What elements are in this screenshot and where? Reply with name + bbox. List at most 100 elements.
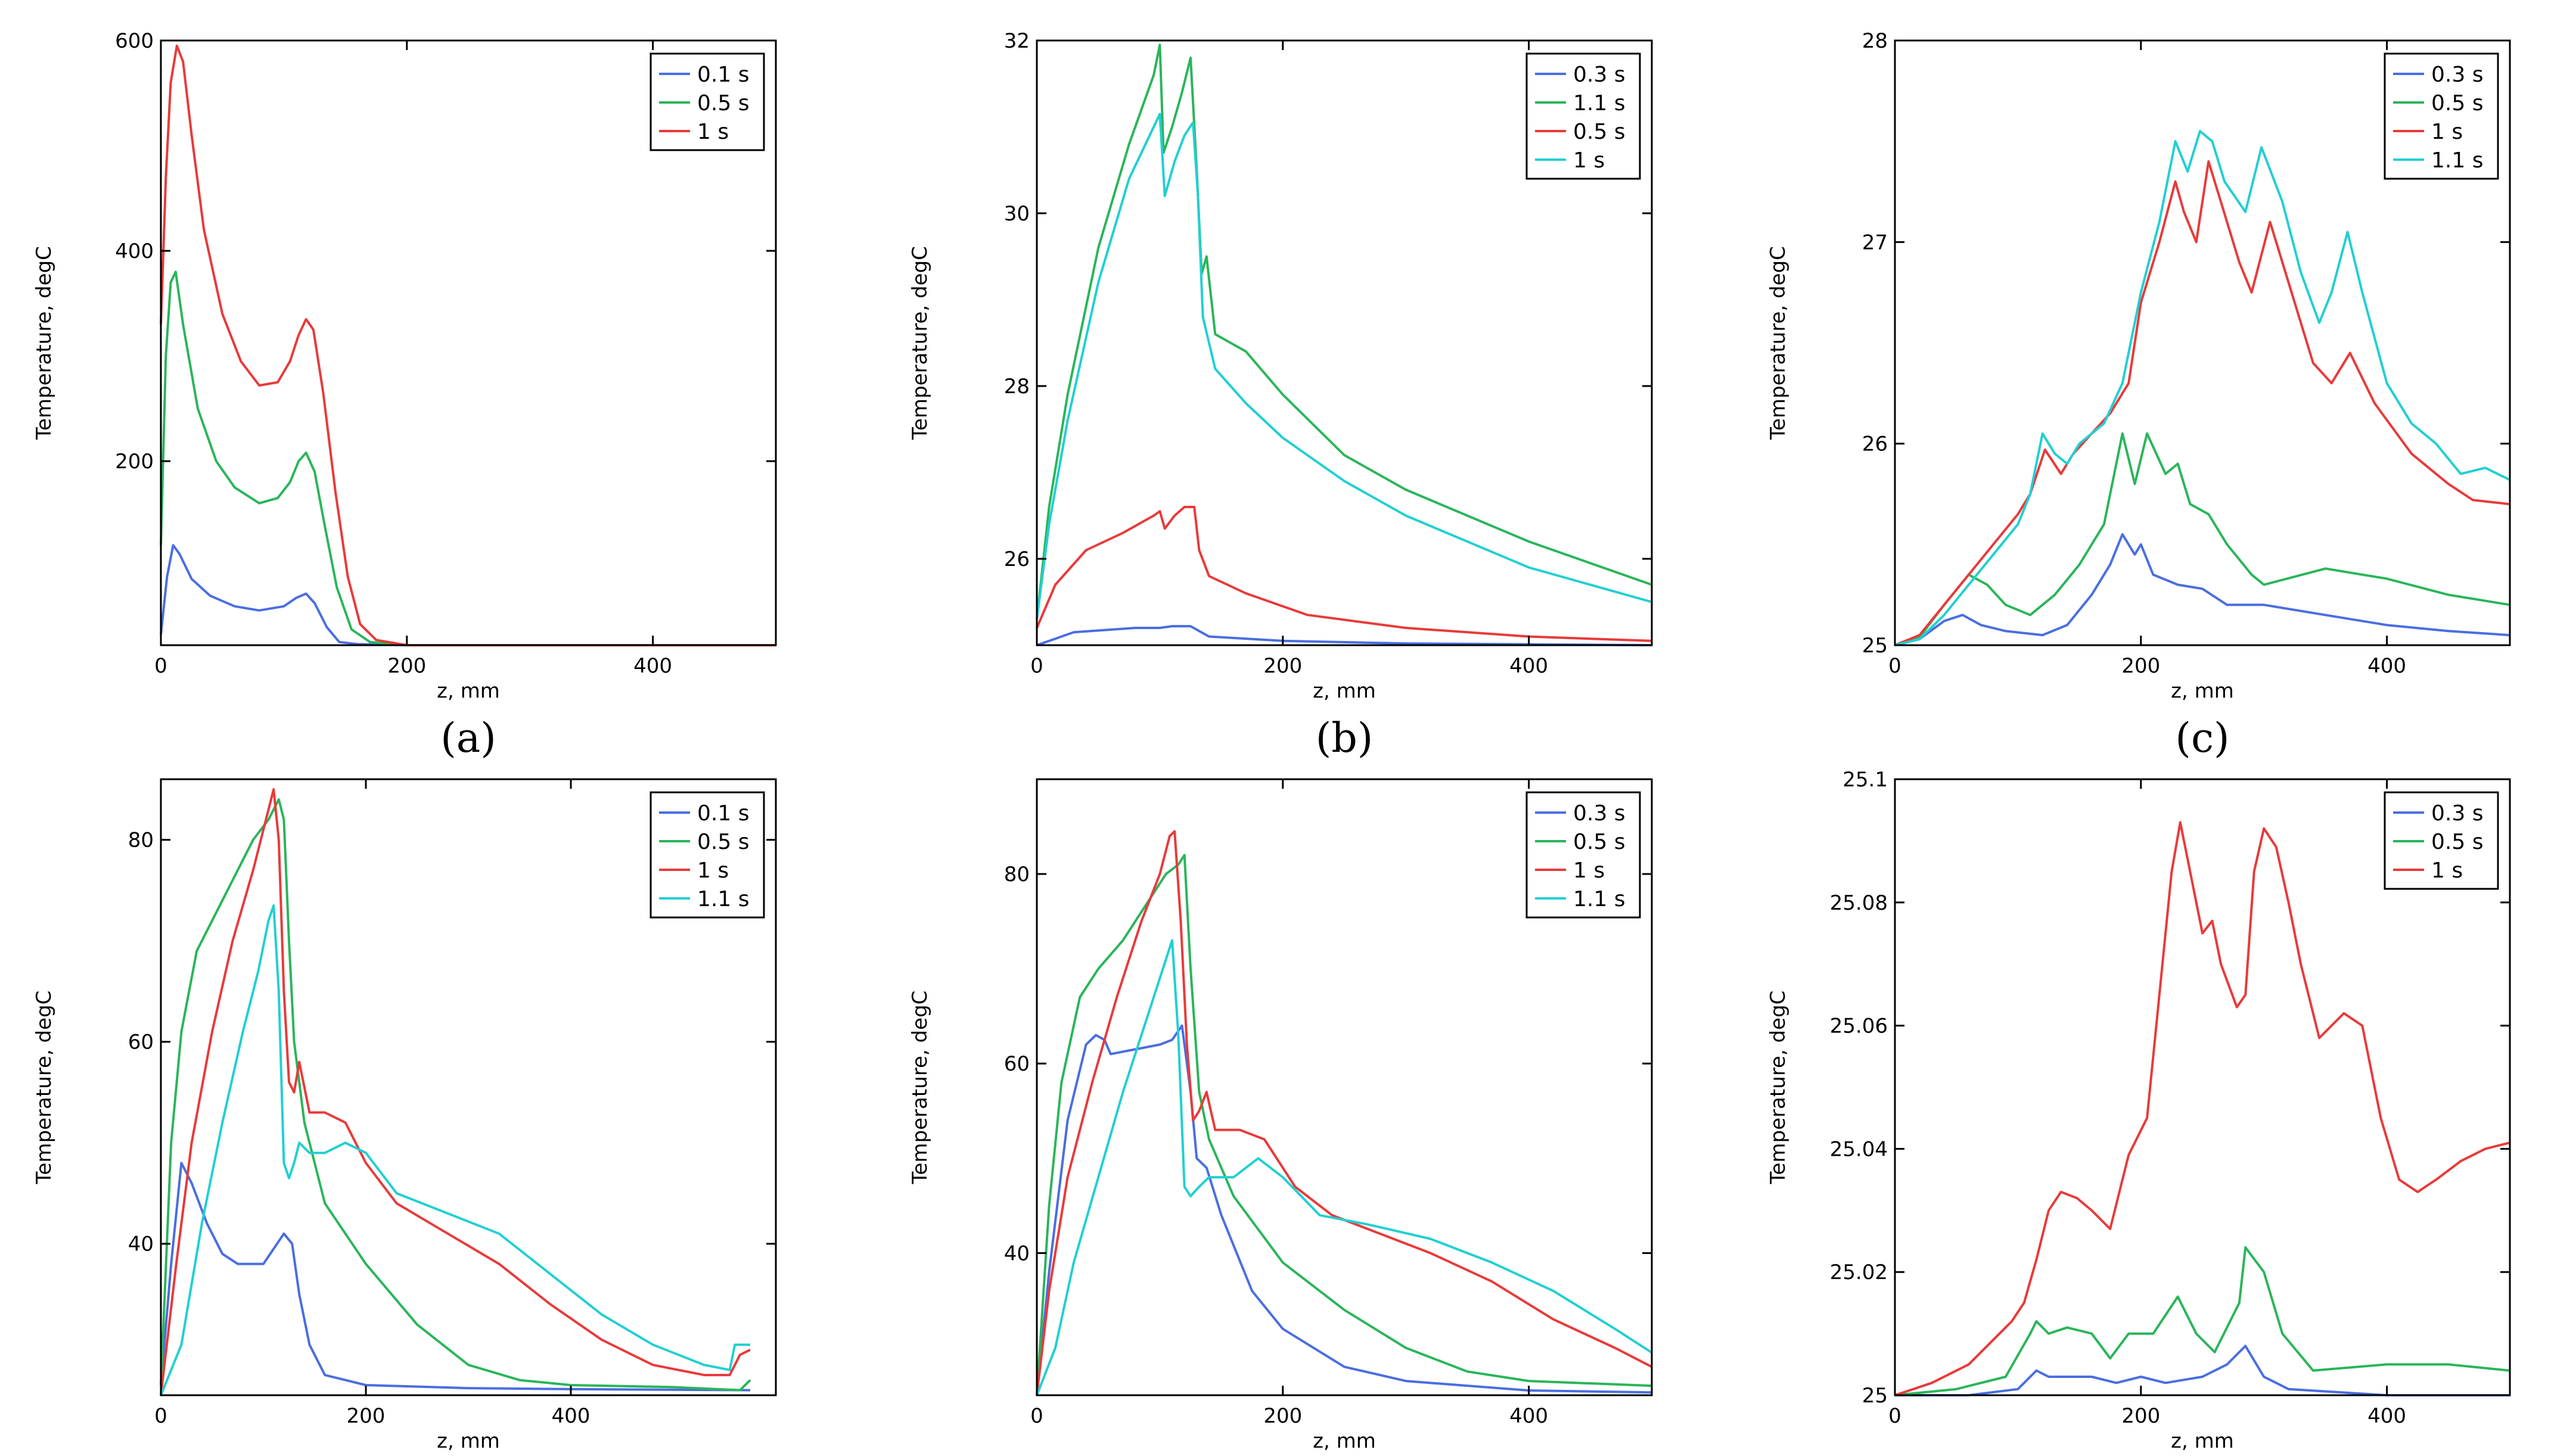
series-line-d-3 [160, 904, 750, 1396]
y-tick-label-c-3: 28 [1862, 29, 1888, 53]
y-tick-label-f-5: 25.1 [1842, 768, 1888, 792]
legend-label-f-2: 1 s [2431, 858, 2463, 883]
series-line-a-0 [160, 544, 776, 646]
series-line-c-2 [1894, 160, 2510, 646]
caption-a: (a) [440, 715, 496, 762]
y-tick-label-a-1: 400 [115, 239, 154, 263]
legend-label-e-2: 1 s [1573, 858, 1605, 883]
x-axis-label-d: z, mm [437, 1429, 500, 1453]
y-tick-label-f-2: 25.04 [1830, 1137, 1888, 1161]
y-axis-label-e: Temperature, degC [908, 991, 932, 1185]
legend-label-d-1: 0.5 s [697, 830, 749, 854]
legend-label-e-3: 1.1 s [1573, 887, 1625, 911]
x-tick-label-e-0: 0 [1030, 1404, 1043, 1428]
x-tick-label-c-1: 200 [2121, 654, 2160, 678]
y-tick-label-b-3: 32 [1004, 29, 1030, 53]
y-tick-label-b-0: 26 [1004, 547, 1030, 571]
legend-label-f-1: 0.5 s [2431, 830, 2483, 854]
legend-box-e [1525, 791, 1641, 919]
chart-f: 0 200 400 25 25.02 25.04 25.06 25.08 25.1 z, mm Te… [1766, 768, 2511, 1453]
x-axis-label-a: z, mm [437, 679, 500, 703]
series-line-f-1 [1894, 1246, 2510, 1396]
series-line-c-3 [1894, 130, 2510, 646]
legend-label-b-2: 0.5 s [1573, 120, 1625, 144]
x-axis-label-e: z, mm [1313, 1429, 1376, 1453]
y-tick-label-a-2: 600 [115, 29, 154, 53]
x-tick-label-a-1: 200 [387, 654, 426, 678]
y-axis-label-a: Temperature, degC [32, 246, 56, 440]
x-tick-label-b-2: 400 [1509, 654, 1548, 678]
legend-label-b-0: 0.3 s [1573, 63, 1625, 87]
series-line-e-2 [1036, 830, 1652, 1396]
legend-label-d-0: 0.1 s [697, 801, 749, 826]
series-line-a-2 [160, 44, 776, 646]
plot-frame-f [1894, 778, 2511, 1396]
legend-label-d-3: 1.1 s [697, 887, 749, 911]
x-tick-label-f-2: 400 [2367, 1404, 2406, 1428]
y-tick-label-c-0: 25 [1862, 634, 1888, 658]
chart-a: 0 200 400 200 400 600 z, mm Temperature, degC 0.… [32, 29, 777, 762]
series-line-d-1 [160, 798, 751, 1392]
x-axis-label-f: z, mm [2171, 1429, 2234, 1453]
x-tick-label-e-2: 400 [1509, 1404, 1548, 1428]
legend-label-b-1: 1.1 s [1573, 91, 1625, 116]
series-line-f-0 [1895, 1345, 2510, 1396]
chart-e: 0 200 400 40 60 80 z, mm Temperature, degC 0.3 s… [908, 778, 1653, 1453]
series-line-d-2 [160, 788, 751, 1396]
legend-label-b-3: 1 s [1573, 148, 1605, 173]
legend-label-f-0: 0.3 s [2431, 801, 2483, 826]
caption-b: (b) [1316, 715, 1374, 762]
y-tick-label-e-1: 60 [1004, 1052, 1030, 1076]
chart-c: 0 200 400 25 26 27 28 z, mm Temperature, degC 0.3… [1766, 29, 2511, 762]
x-axis-label-b: z, mm [1313, 679, 1376, 703]
chart-b: 0 200 400 26 28 30 32 z, mm Temperature, degC 0.3… [908, 29, 1653, 762]
series-line-c-0 [1894, 533, 2510, 646]
x-tick-label-b-0: 0 [1030, 654, 1043, 678]
x-tick-label-a-0: 0 [154, 654, 167, 678]
x-tick-label-c-0: 0 [1888, 654, 1901, 678]
y-tick-label-d-1: 60 [128, 1031, 154, 1054]
legend-label-e-1: 0.5 s [1573, 830, 1625, 854]
x-tick-label-d-1: 200 [347, 1404, 386, 1428]
series-line-e-0 [1036, 1024, 1652, 1396]
y-axis-label-c: Temperature, degC [1766, 246, 1790, 440]
y-axis-label-d: Temperature, degC [32, 991, 56, 1185]
plot-frame-e [1036, 778, 1653, 1396]
x-tick-label-f-1: 200 [2121, 1404, 2160, 1428]
legend-label-c-1: 0.5 s [2431, 91, 2483, 116]
y-axis-label-f: Temperature, degC [1766, 991, 1790, 1185]
y-tick-label-e-0: 40 [1004, 1242, 1030, 1265]
y-tick-label-c-1: 26 [1862, 433, 1888, 456]
series-line-a-1 [160, 270, 776, 646]
y-tick-label-a-0: 200 [115, 450, 154, 474]
y-tick-label-f-1: 25.02 [1830, 1261, 1888, 1284]
series-line-b-2 [1036, 506, 1652, 642]
series-line-b-3 [1036, 113, 1652, 620]
legend-label-a-0: 0.1 s [697, 63, 749, 87]
y-tick-label-f-4: 25.08 [1830, 891, 1888, 915]
y-axis-label-b: Temperature, degC [908, 246, 932, 440]
legend-label-a-1: 0.5 s [697, 91, 749, 116]
legend-label-e-0: 0.3 s [1573, 801, 1625, 826]
series-line-f-2 [1894, 821, 2510, 1396]
x-tick-label-f-0: 0 [1888, 1404, 1901, 1428]
y-tick-label-d-0: 40 [128, 1233, 154, 1256]
x-tick-label-a-2: 400 [633, 654, 672, 678]
y-tick-label-e-2: 80 [1004, 863, 1030, 886]
series-line-c-1 [1894, 432, 2510, 646]
plot-frame-a [160, 39, 777, 646]
y-tick-label-f-0: 25 [1862, 1384, 1888, 1408]
series-line-b-0 [1036, 625, 1652, 646]
y-tick-label-b-2: 30 [1004, 202, 1030, 226]
x-tick-label-d-0: 0 [154, 1404, 167, 1428]
series-line-e-1 [1036, 854, 1652, 1396]
legend-label-a-2: 1 s [697, 120, 729, 144]
series-line-b-1 [1036, 43, 1652, 620]
x-tick-label-c-2: 400 [2367, 654, 2406, 678]
legend-label-c-3: 1.1 s [2431, 148, 2483, 173]
plot-frame-d [160, 778, 777, 1396]
legend-label-c-2: 1 s [2431, 120, 2463, 144]
legend-label-c-0: 0.3 s [2431, 63, 2483, 87]
chart-d: 0 200 400 40 60 80 z, mm Temperature, degC 0.1 s… [32, 778, 777, 1453]
